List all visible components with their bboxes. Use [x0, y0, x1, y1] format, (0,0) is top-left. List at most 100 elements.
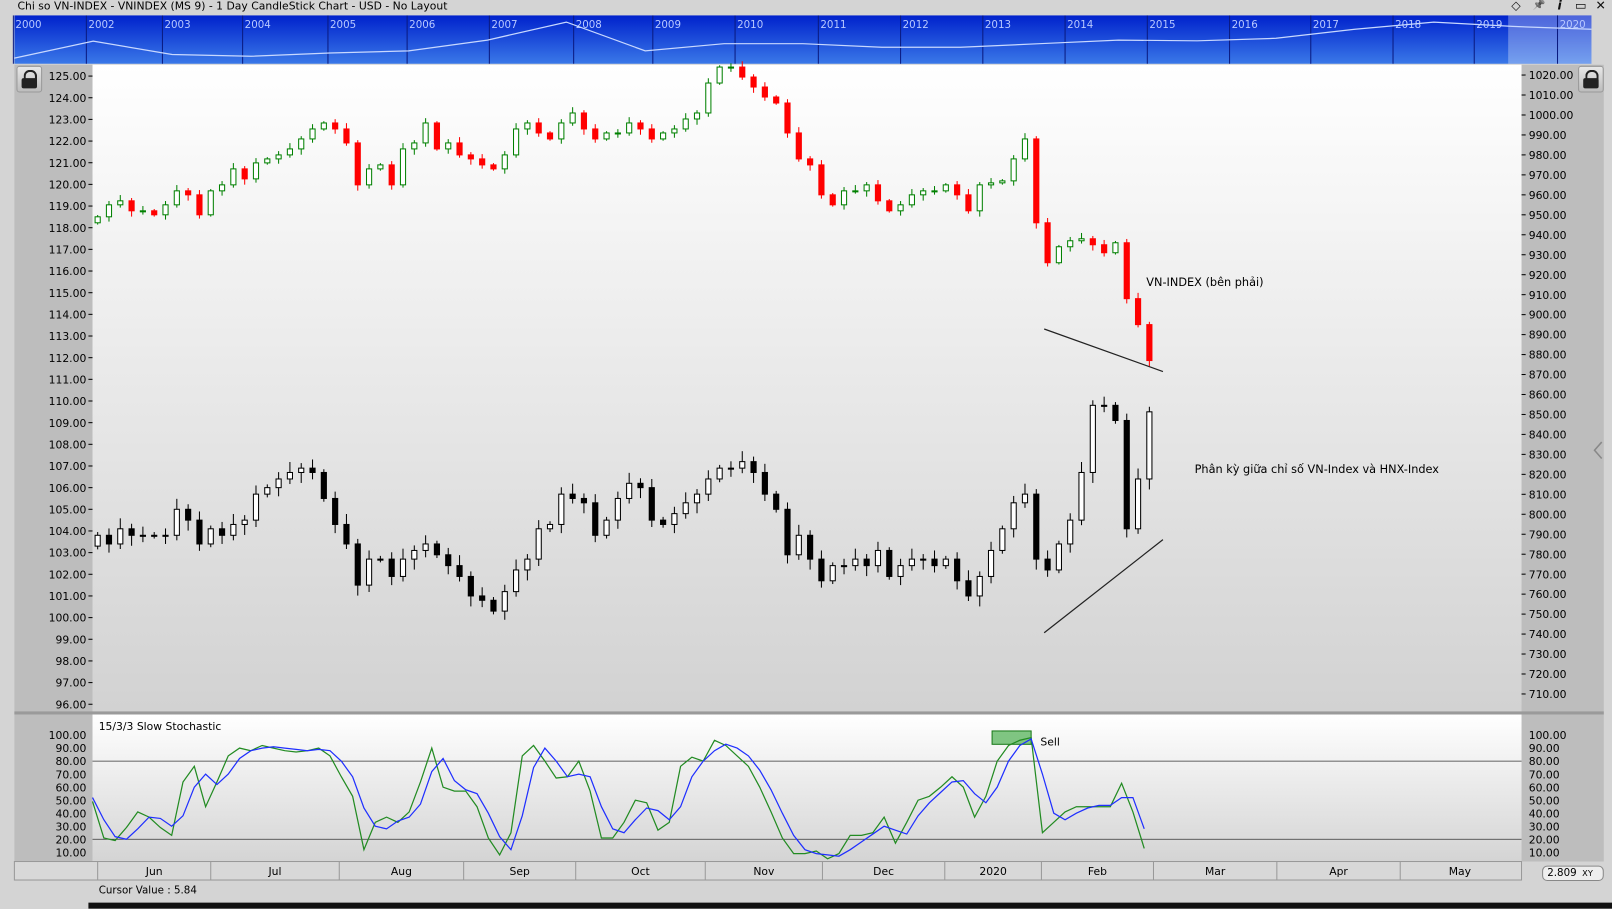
candle-body [320, 471, 327, 499]
panel-divider[interactable] [14, 711, 1604, 715]
right-axis-label: 900.00 [1529, 309, 1567, 322]
candle-body [660, 132, 667, 140]
left-axis-label: 102.00 [49, 568, 87, 581]
candle-body [286, 148, 293, 156]
candle-body [343, 128, 350, 144]
candle-body [535, 122, 542, 134]
month-label: Aug [391, 865, 412, 878]
candle-body [196, 519, 203, 545]
right-axis-lock-icon[interactable] [1578, 65, 1604, 93]
candle-body [162, 534, 169, 537]
candle-body [501, 591, 508, 612]
title-bar: Chi so VN-INDEX - VNINDEX (MS 9) - 1 Day… [0, 0, 1612, 15]
candle-body [660, 519, 667, 525]
candle-body [456, 565, 463, 577]
candle-body [354, 543, 361, 586]
candle-body [445, 554, 452, 567]
candle-body [377, 164, 384, 170]
candle-body [94, 216, 101, 224]
candle-body [1010, 502, 1017, 530]
candle-body [648, 487, 655, 521]
candle-body [479, 595, 486, 601]
month-label: Oct [631, 865, 650, 878]
candle-body [580, 112, 588, 130]
candle-body [807, 158, 814, 166]
stochastic-left-label: 20.00 [55, 833, 86, 846]
left-axis-label: 117.00 [49, 243, 87, 256]
info-icon[interactable]: i [1557, 0, 1562, 13]
candle-body [456, 142, 463, 156]
collapse-arrow-icon[interactable] [1593, 441, 1603, 460]
right-axis-background [1521, 64, 1604, 862]
left-axis-label: 123.00 [49, 114, 87, 127]
right-axis-label: 980.00 [1529, 149, 1567, 162]
trendline[interactable] [1043, 328, 1164, 373]
candle-body [840, 565, 848, 568]
scale-toggle[interactable]: 2.809 XY [1542, 865, 1604, 882]
left-axis-label: 115.00 [49, 287, 87, 300]
trendline[interactable] [1043, 539, 1164, 634]
candle-body [580, 497, 588, 504]
candle-body [354, 142, 361, 186]
candle-body [1101, 404, 1108, 407]
right-axis-label: 880.00 [1529, 349, 1567, 362]
candle-body [603, 132, 610, 140]
stochastic-right-label: 90.00 [1529, 742, 1560, 755]
candle-body [818, 164, 825, 196]
maximize-icon[interactable]: ▭ [1574, 0, 1587, 13]
candle-body [626, 482, 633, 499]
candle-body [727, 66, 735, 69]
candle-body [750, 461, 757, 473]
candle-body [1021, 138, 1029, 160]
candle-body [965, 580, 972, 597]
right-axis-label: 910.00 [1529, 289, 1567, 302]
candle-body [128, 528, 135, 536]
candle-body [524, 122, 531, 130]
candle-body [399, 148, 407, 186]
candle-body [852, 558, 859, 567]
candle-body [151, 210, 158, 216]
candle-body [1112, 242, 1119, 254]
candle-body [558, 122, 565, 140]
overview-navigator[interactable]: 2000 2002 2003 2004 2005 2006 2007 2008 2009 2010… [12, 15, 1592, 64]
candle-body [230, 523, 237, 536]
close-icon[interactable]: ✕ [1595, 0, 1606, 13]
left-axis-lock-icon[interactable] [16, 65, 43, 93]
candle-body [1078, 471, 1085, 521]
candle-body [648, 128, 655, 140]
right-axis-label: 920.00 [1529, 269, 1567, 282]
candle-body [117, 200, 124, 206]
candle-body [320, 122, 327, 130]
candle-body [185, 508, 192, 521]
candle-body [716, 467, 723, 480]
left-axis-label: 97.00 [55, 677, 86, 690]
candle-body [1146, 411, 1153, 480]
stochastic-plot-area[interactable] [92, 714, 1522, 862]
overview-year-label: 2004 [245, 19, 271, 31]
right-axis-label: 830.00 [1529, 448, 1567, 461]
candle-body [671, 128, 678, 134]
candle-body [343, 523, 350, 545]
right-axis-label: 750.00 [1529, 608, 1567, 621]
right-axis-label: 1020.00 [1529, 69, 1574, 82]
price-plot-area[interactable] [92, 64, 1522, 712]
candle-body [954, 558, 961, 582]
stochastic-left-label: 50.00 [55, 794, 86, 807]
overview-window-handle[interactable] [1508, 15, 1592, 64]
stochastic-left-label: 30.00 [55, 820, 86, 833]
pin-icon[interactable]: 📌 [1532, 0, 1546, 12]
candle-body [117, 528, 124, 545]
xy-lock-toggle[interactable]: XY [1582, 868, 1593, 878]
candle-body [931, 190, 938, 193]
month-label: Dec [873, 865, 894, 878]
overview-year-label: 2007 [491, 19, 517, 31]
candle-body [185, 190, 192, 196]
candle-body [490, 164, 497, 170]
stochastic-right-label: 40.00 [1529, 807, 1560, 820]
candle-body [693, 112, 701, 120]
candle-body [399, 558, 407, 577]
candle-body [886, 200, 893, 212]
candle-body [558, 493, 565, 525]
diamond-icon[interactable]: ◇ [1511, 0, 1521, 13]
